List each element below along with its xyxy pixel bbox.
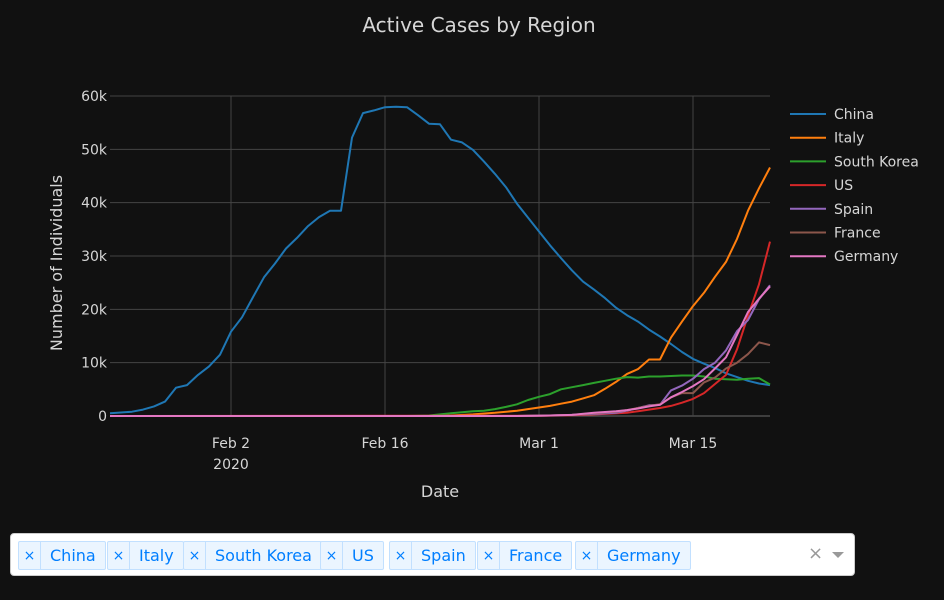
region-chip-germany[interactable]: × Germany (575, 541, 691, 570)
y-tick-label: 20k (81, 302, 108, 318)
chip-label: South Korea (215, 546, 312, 565)
legend-item-france[interactable]: France (790, 226, 881, 242)
x-axis-title: Date (421, 482, 459, 501)
region-chip-us[interactable]: × US (320, 541, 384, 570)
legend-item-germany[interactable]: Germany (790, 249, 898, 265)
y-tick-label: 10k (81, 356, 108, 372)
legend-label: Spain (834, 202, 873, 218)
y-tick-label: 50k (81, 142, 108, 158)
remove-chip-icon[interactable]: × (390, 542, 412, 569)
chevron-down-icon[interactable] (832, 552, 844, 558)
legend-item-china[interactable]: China (790, 107, 874, 123)
x-tick-label: Feb 16 (361, 436, 408, 452)
chip-label: Germany (607, 546, 681, 565)
region-chip-south-korea[interactable]: × South Korea (183, 541, 322, 570)
series-lines (109, 105, 771, 417)
chip-label: France (509, 546, 563, 565)
legend-label: China (834, 107, 874, 123)
legend-label: US (834, 178, 853, 194)
legend-item-italy[interactable]: Italy (790, 131, 864, 147)
region-chip-france[interactable]: × France (477, 541, 573, 570)
tick-labels: 0 10k 20k 30k 40k 50k 60k Feb 2 2020 Feb 16 Mar 1 M… (81, 89, 717, 473)
series-line-germany (110, 285, 771, 417)
x-tick-year-label: 2020 (213, 457, 249, 473)
chart-title: Active Cases by Region (362, 13, 595, 37)
remove-chip-icon[interactable]: × (576, 542, 598, 569)
y-tick-label: 0 (98, 409, 107, 425)
region-multi-select[interactable]: × China × Italy × South Korea × US × Spain × France… (10, 533, 855, 576)
chip-label: Italy (139, 546, 174, 565)
legend[interactable]: China Italy South Korea US Spain France German… (790, 107, 919, 265)
remove-chip-icon[interactable]: × (108, 542, 130, 569)
legend-item-south-korea[interactable]: South Korea (790, 154, 919, 170)
chart-canvas: Active Cases by Region 0 10k 20k 30k 40k 50k 6… (47, 13, 919, 501)
region-chip-spain[interactable]: × Spain (389, 541, 476, 570)
legend-item-spain[interactable]: Spain (790, 202, 873, 218)
chip-label: China (50, 546, 96, 565)
region-chip-italy[interactable]: × Italy (107, 541, 184, 570)
region-chip-china[interactable]: × China (18, 541, 106, 570)
clear-all-icon[interactable]: × (808, 543, 824, 564)
y-tick-label: 30k (81, 249, 108, 265)
series-line-china (109, 105, 771, 415)
legend-label: Germany (834, 249, 898, 265)
legend-item-us[interactable]: US (790, 178, 853, 194)
x-tick-label: Mar 15 (669, 436, 718, 452)
y-tick-label: 60k (81, 89, 108, 105)
series-line-italy (110, 167, 771, 417)
grid (110, 95, 770, 417)
legend-label: South Korea (834, 154, 919, 170)
y-axis-title: Number of Individuals (47, 175, 66, 351)
legend-label: Italy (834, 131, 864, 147)
chip-label: Spain (421, 546, 466, 565)
remove-chip-icon[interactable]: × (321, 542, 343, 569)
x-tick-label: Mar 1 (519, 436, 559, 452)
x-tick-label: Feb 2 (212, 436, 250, 452)
remove-chip-icon[interactable]: × (19, 542, 41, 569)
chip-label: US (352, 546, 374, 565)
series-line-south-korea (110, 374, 771, 417)
y-tick-label: 40k (81, 196, 108, 212)
remove-chip-icon[interactable]: × (184, 542, 206, 569)
legend-label: France (834, 226, 881, 242)
remove-chip-icon[interactable]: × (478, 542, 500, 569)
